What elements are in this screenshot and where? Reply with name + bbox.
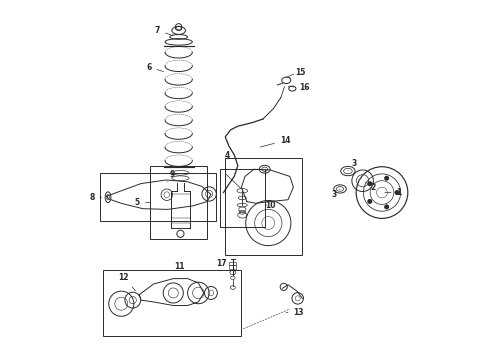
Bar	[225, 158, 302, 255]
Circle shape	[385, 176, 389, 180]
Circle shape	[385, 205, 389, 209]
Circle shape	[395, 191, 399, 194]
Text: 12: 12	[119, 273, 136, 291]
Text: 7: 7	[155, 26, 173, 36]
Text: 3: 3	[348, 159, 356, 171]
Bar	[103, 270, 242, 336]
Text: 4: 4	[225, 151, 230, 160]
Text: 15: 15	[290, 68, 306, 78]
Circle shape	[368, 199, 371, 203]
Text: 2: 2	[365, 182, 376, 192]
Text: 6: 6	[147, 63, 164, 72]
Circle shape	[368, 182, 371, 185]
Bar	[220, 169, 265, 226]
Bar	[100, 173, 216, 221]
Text: 13: 13	[286, 308, 304, 317]
Text: 17: 17	[216, 259, 227, 268]
Text: 3: 3	[331, 189, 340, 199]
Text: 14: 14	[260, 136, 291, 147]
Text: 5: 5	[135, 198, 150, 207]
Bar	[229, 262, 236, 265]
Bar	[150, 166, 207, 239]
Bar	[229, 265, 236, 269]
Text: 9: 9	[167, 170, 175, 182]
Text: 16: 16	[293, 83, 309, 92]
Text: 1: 1	[385, 188, 402, 197]
Text: 10: 10	[265, 201, 275, 210]
Text: 11: 11	[174, 262, 185, 271]
Text: 8: 8	[89, 193, 101, 202]
